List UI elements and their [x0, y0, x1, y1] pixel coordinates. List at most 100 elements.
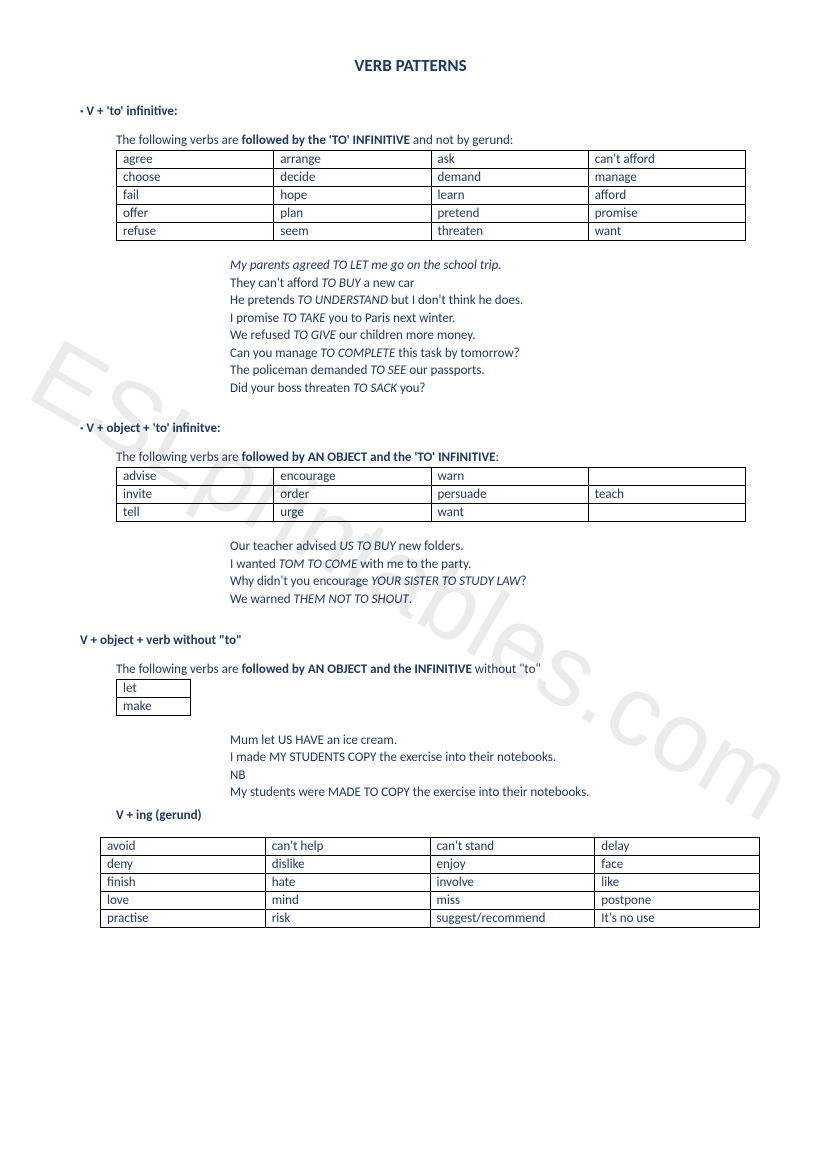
example-text: I wanted [230, 557, 279, 572]
table-cell: face [595, 855, 760, 873]
example-line: We warned THEM NOT TO SHOUT. [230, 591, 741, 609]
intro-post: : [496, 450, 499, 465]
intro-pre: The following verbs are [116, 133, 242, 148]
example-text: with me to the party. [357, 557, 471, 572]
example-text: TO UNDERSTAND [297, 293, 387, 308]
table-cell: finish [101, 873, 266, 891]
table-cell: It's no use [595, 909, 760, 927]
example-text: I promise [230, 311, 282, 326]
table-cell: order [274, 486, 431, 504]
table-cell [588, 504, 745, 522]
table-cell: fail [117, 187, 274, 205]
table-cell: demand [431, 169, 588, 187]
table-cell: make [117, 697, 191, 715]
intro-bold: followed by AN OBJECT and the 'TO' INFIN… [242, 450, 496, 465]
example-line: Why didn't you encourage YOUR SISTER TO … [230, 573, 741, 591]
table-row: avoidcan't helpcan't standdelay [101, 837, 760, 855]
example-line: Did your boss threaten TO SACK you? [230, 380, 741, 398]
table-cell: ask [431, 151, 588, 169]
example-line: They can't afford TO BUY a new car [230, 275, 741, 293]
table-cell: promise [588, 205, 745, 223]
table-row: make [117, 697, 191, 715]
example-text: TO LET [333, 258, 369, 273]
example-text: . [409, 592, 412, 607]
table-cell: like [595, 873, 760, 891]
table-cell: offer [117, 205, 274, 223]
heading-text: V + object + 'to' infinitve: [86, 421, 220, 436]
example-line: We refused TO GIVE our children more mon… [230, 327, 741, 345]
section3-table: letmake [116, 679, 191, 716]
example-text: TO SACK [353, 381, 397, 396]
intro-bold: followed by AN OBJECT and the INFINITIVE [242, 662, 472, 677]
intro-pre: The following verbs are [116, 662, 242, 677]
page-title: VERB PATTERNS [80, 55, 741, 76]
table-row: denydislikeenjoyface [101, 855, 760, 873]
table-cell: encourage [274, 468, 431, 486]
table-row: finishhateinvolvelike [101, 873, 760, 891]
table-cell: tell [117, 504, 274, 522]
table-cell: manage [588, 169, 745, 187]
example-text: but I don't think he does. [388, 293, 523, 308]
example-text: Can you manage [230, 346, 320, 361]
example-text: THEM NOT TO SHOUT [293, 592, 408, 607]
table-cell: dislike [265, 855, 430, 873]
table-cell: agree [117, 151, 274, 169]
example-text: ? [520, 574, 526, 589]
section3-intro: The following verbs are followed by AN O… [116, 662, 741, 677]
example-line: Mum let US HAVE an ice cream. [230, 732, 741, 750]
example-text: Did your boss threaten [230, 381, 353, 396]
table-cell: persuade [431, 486, 588, 504]
example-line: My students were MADE TO COPY the exerci… [230, 784, 741, 802]
example-text: new folders. [396, 539, 464, 554]
table-cell: can't help [265, 837, 430, 855]
example-text: Our teacher advised [230, 539, 339, 554]
example-text: They can't afford [230, 276, 321, 291]
table-cell: seem [274, 223, 431, 241]
table-cell: threaten [431, 223, 588, 241]
table-cell: delay [595, 837, 760, 855]
table-cell: plan [274, 205, 431, 223]
table-cell: postpone [595, 891, 760, 909]
example-text: our passports. [406, 363, 484, 378]
example-text: TO COMPLETE [320, 346, 395, 361]
example-line: My parents agreed TO LET me go on the sc… [230, 257, 741, 275]
table-cell: can't afford [588, 151, 745, 169]
table-row: choosedecidedemandmanage [117, 169, 746, 187]
section2-table: adviseencouragewarninviteorderpersuadete… [116, 467, 746, 522]
table-cell: want [588, 223, 745, 241]
example-text: our children more money. [336, 328, 476, 343]
example-line: The policeman demanded TO SEE our passpo… [230, 362, 741, 380]
table-cell: hate [265, 873, 430, 891]
table-cell: risk [265, 909, 430, 927]
table-cell: let [117, 679, 191, 697]
example-text: TO GIVE [293, 328, 336, 343]
table-cell: decide [274, 169, 431, 187]
table-cell: advise [117, 468, 274, 486]
example-text: He pretends [230, 293, 297, 308]
table-cell: miss [430, 891, 595, 909]
intro-post: without "to" [472, 662, 541, 677]
table-cell: warn [431, 468, 588, 486]
example-text: NB [230, 768, 245, 783]
example-text: TO SEE [370, 363, 406, 378]
example-text: this task by tomorrow? [395, 346, 519, 361]
table-cell: refuse [117, 223, 274, 241]
section1-table: agreearrangeaskcan't affordchoosedecided… [116, 150, 746, 241]
example-line: Can you manage TO COMPLETE this task by … [230, 345, 741, 363]
example-text: My students were MADE TO COPY the exerci… [230, 785, 589, 800]
table-cell: involve [430, 873, 595, 891]
section1-intro: The following verbs are followed by the … [116, 133, 741, 148]
example-text: TO BUY [321, 276, 360, 291]
intro-bold: followed by the 'TO' INFINITIVE [242, 133, 410, 148]
table-cell: want [431, 504, 588, 522]
table-cell: learn [431, 187, 588, 205]
section1-heading: · V + 'to' infinitive: [80, 104, 741, 119]
table-cell: afford [588, 187, 745, 205]
table-cell: teach [588, 486, 745, 504]
table-cell: invite [117, 486, 274, 504]
example-text: We warned [230, 592, 293, 607]
section2-examples: Our teacher advised US TO BUY new folder… [230, 538, 741, 608]
table-cell: deny [101, 855, 266, 873]
example-text: you? [397, 381, 425, 396]
section3-heading: V + object + verb without "to" [80, 633, 741, 648]
